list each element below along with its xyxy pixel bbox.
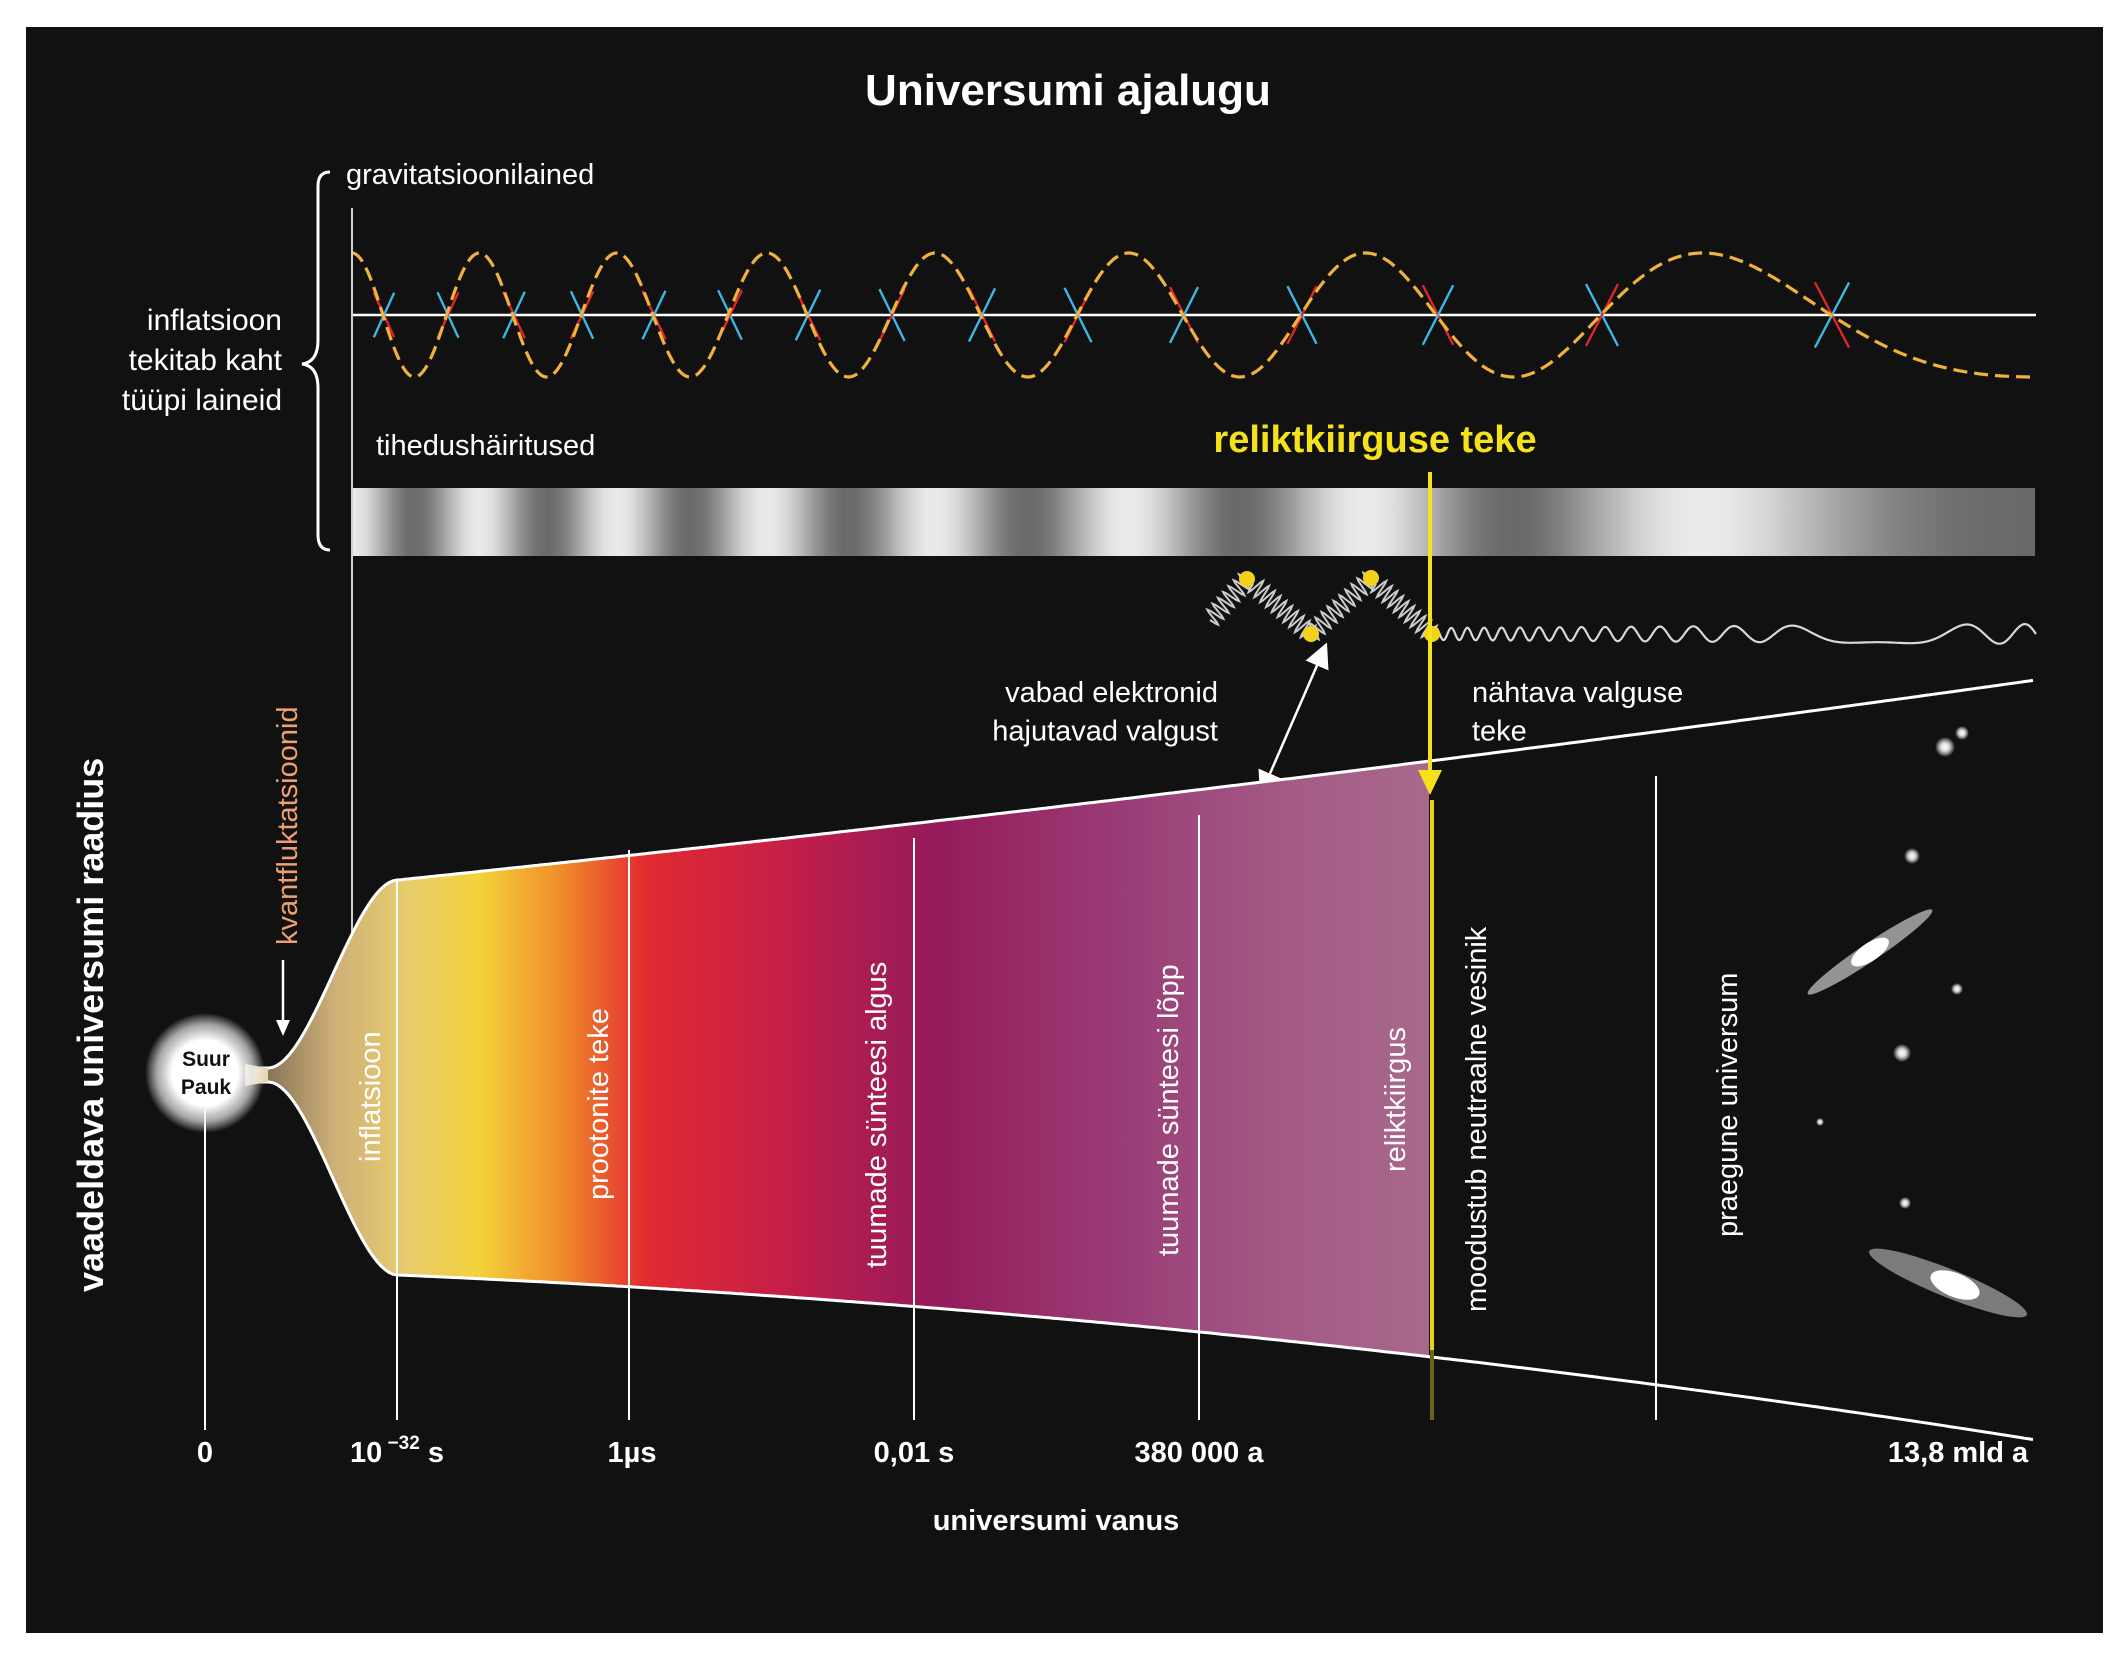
polarization-arrow: [1421, 284, 1455, 346]
electron-dot: [1303, 626, 1319, 642]
free-electrons-label: vabad elektronid hajutavad valgust: [992, 677, 1218, 748]
star: [1899, 1197, 1911, 1209]
big-bang-label: Suur Pauk: [181, 1048, 232, 1099]
relic-radiation-marker: [1418, 472, 1442, 1420]
gravitational-waves: [351, 251, 2036, 379]
era-label-relic-radiation: reliktkiirgus: [1380, 1027, 1412, 1172]
x-tick-0: 0: [197, 1437, 213, 1469]
era-label-neutral-hydrogen: moodustub neutraalne vesinik: [1461, 926, 1493, 1312]
gravitational-wave-curve: [351, 251, 2036, 379]
era-label-protons: prootonite teke: [583, 1008, 615, 1200]
diagram-title: Universumi ajalugu: [865, 66, 1271, 115]
x-tick-13-8-mld-a: 13,8 mld a: [1888, 1437, 2029, 1469]
star: [1955, 726, 1969, 740]
x-tick-1-microsecond: 1µs: [608, 1437, 657, 1469]
universe-lower-boundary: [245, 1080, 2034, 1441]
density-perturbations-label: tihedushäiritused: [376, 430, 595, 462]
x-axis-label: universumi vanus: [933, 1505, 1180, 1537]
galaxy-core: [1930, 1270, 1980, 1300]
universe-expansion-shape: [245, 761, 1429, 1357]
x-tick-inflation-end: 10 −32 s: [350, 1433, 444, 1469]
star: [1935, 737, 1955, 757]
era-dividers: [204, 776, 1657, 1430]
era-labels: inflatsioon prootonite teke tuumade sünt…: [355, 926, 1744, 1312]
star: [1816, 1118, 1824, 1126]
era-label-nucleosynthesis-start: tuumade sünteesi algus: [861, 962, 893, 1268]
big-bang-glow: [145, 1013, 265, 1133]
gravitational-waves-label: gravitatsioonilained: [346, 159, 594, 191]
universe-upper-boundary: [245, 678, 2034, 1070]
galaxy-core: [1851, 937, 1889, 967]
x-tick-380000-a: 380 000 a: [1134, 1437, 1264, 1469]
era-label-inflation: inflatsioon: [355, 1031, 387, 1162]
star: [1904, 848, 1920, 864]
photon-scattering: [1205, 570, 2037, 645]
quantum-fluctuations-arrowhead: [276, 1020, 290, 1036]
star: [1893, 1044, 1911, 1062]
x-axis-ticks: 0 10 −32 s 1µs 0,01 s 380 000 a 13,8 mld…: [197, 1433, 2029, 1469]
density-strip: [352, 488, 2035, 556]
polarization-arrow: [1585, 283, 1619, 347]
electron-dot: [1363, 570, 1379, 586]
brace-label: inflatsioon tekitab kaht tüüpi laineid: [122, 304, 283, 417]
waves-brace: [301, 170, 331, 552]
relic-radiation-title: reliktkiirguse teke: [1213, 419, 1536, 461]
visible-light-label: nähtava valguse teke: [1472, 677, 1683, 748]
polarization-arrow: [1286, 285, 1318, 345]
y-axis-label: vaadeldava universumi raadius: [70, 758, 111, 1292]
quantum-fluctuations-label: kvantfluktatsioonid: [272, 706, 304, 945]
visible-light-wave: [1430, 623, 2037, 645]
star: [1951, 983, 1963, 995]
galaxies: [1807, 726, 2027, 1318]
electron-dot: [1239, 571, 1255, 587]
era-label-present-universe: praegune universum: [1712, 973, 1744, 1237]
x-tick-0-01-s: 0,01 s: [874, 1437, 955, 1469]
scatter-double-arrow: [1258, 642, 1329, 797]
era-label-nucleosynthesis-end: tuumade sünteesi lõpp: [1153, 964, 1185, 1256]
